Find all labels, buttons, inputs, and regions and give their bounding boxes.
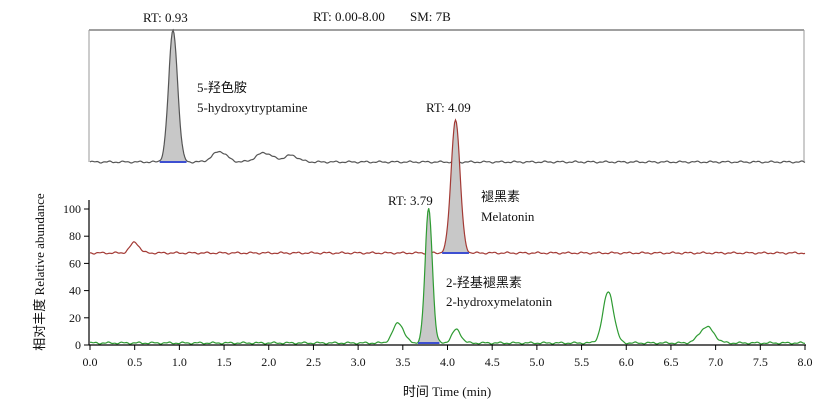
x-tick-label: 1.5 (217, 355, 232, 369)
x-tick-label: 4.5 (485, 355, 500, 369)
y-axis-title: 相对丰度 Relative abundance (32, 193, 47, 351)
x-tick-label: 6.0 (619, 355, 634, 369)
x-tick-label: 5.5 (574, 355, 589, 369)
x-tick-label: 4.0 (440, 355, 455, 369)
y-tick-label: 60 (69, 256, 81, 270)
x-tick-label: 5.0 (529, 355, 544, 369)
x-tick-label: 2.0 (261, 355, 276, 369)
peak-area (442, 119, 469, 253)
annotation-rt-2hm: RT: 3.79 (388, 193, 433, 208)
peak-area (159, 30, 187, 162)
y-tick-label: 100 (63, 202, 81, 216)
series-line (89, 118, 806, 255)
y-tick-label: 20 (69, 311, 81, 325)
x-tick-label: 0.0 (83, 355, 98, 369)
annotation-name-cn-2hm: 2-羟基褪黑素 (446, 275, 522, 290)
y-tick-label: 40 (69, 284, 81, 298)
annotation-name-en-5ht: 5-hydroxytryptamine (197, 100, 308, 115)
bottom-trace-group (89, 208, 805, 345)
panel-frame (88, 29, 805, 162)
annotation-name-en-melatonin: Melatonin (481, 209, 535, 224)
annotation-rt-5ht: RT: 0.93 (143, 10, 188, 25)
annotation-rt-melatonin: RT: 4.09 (426, 100, 471, 115)
x-tick-label: 7.0 (708, 355, 723, 369)
annotation-name-cn-melatonin: 褪黑素 (481, 189, 520, 204)
annotation-name-cn-5ht: 5-羟色胺 (197, 80, 247, 95)
mid-trace-group (89, 118, 806, 255)
header-rt-range: RT: 0.00-8.00 (313, 9, 385, 24)
x-tick-label: 2.5 (306, 355, 321, 369)
y-tick-label: 80 (69, 229, 81, 243)
ticks-group: 0.0 0.5 1.0 1.5 2.0 2.5 3.0 3.5 4.0 4.5 5.0 5.5 6.0 6… (63, 202, 813, 369)
x-tick-label: 3.0 (351, 355, 366, 369)
top-trace-group (89, 28, 806, 164)
x-axis-title: 时间 Time (min) (403, 384, 491, 399)
header-sm: SM: 7B (410, 9, 451, 24)
x-tick-label: 0.5 (127, 355, 142, 369)
y-tick-label: 0 (75, 338, 81, 352)
series-line (89, 208, 805, 345)
annotation-name-en-2hm: 2-hydroxymelatonin (446, 294, 553, 309)
series-line (89, 28, 806, 164)
x-tick-label: 3.5 (395, 355, 410, 369)
x-tick-label: 1.0 (172, 355, 187, 369)
x-tick-label: 7.5 (753, 355, 768, 369)
x-tick-label: 8.0 (798, 355, 813, 369)
x-tick-label: 6.5 (663, 355, 678, 369)
